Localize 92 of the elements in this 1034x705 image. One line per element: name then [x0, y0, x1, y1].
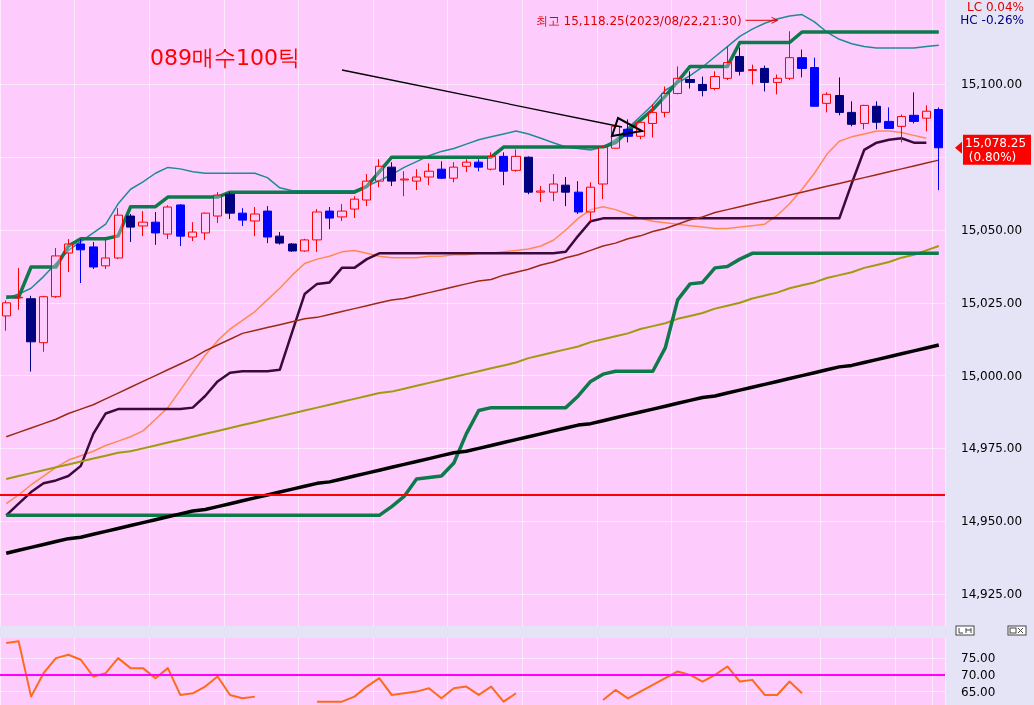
- candlestick: [922, 104, 931, 132]
- candlestick: [201, 212, 210, 241]
- candlestick: [76, 238, 85, 284]
- y-tick-label: 65.00: [961, 684, 996, 699]
- candlestick: [934, 106, 943, 191]
- candlestick: [835, 76, 844, 116]
- candlestick: [39, 295, 48, 353]
- text: HC -0.26%: [960, 13, 1024, 27]
- candlestick: [536, 185, 545, 203]
- candlestick: [238, 207, 247, 227]
- y-tick-label: 14,950.00: [961, 514, 1023, 529]
- candlestick: [549, 173, 558, 202]
- candlestick: [2, 299, 11, 332]
- candlestick: [26, 295, 36, 373]
- candlestick: [350, 195, 359, 219]
- candlestick: [909, 91, 919, 124]
- candlestick: [250, 206, 260, 237]
- candlestick: [860, 104, 869, 130]
- candlestick: [698, 76, 707, 97]
- candlestick: [673, 65, 682, 95]
- candlestick: [748, 64, 757, 85]
- candlestick: [14, 267, 23, 311]
- candlestick: [437, 160, 446, 180]
- candlestick: [151, 211, 160, 246]
- candlestick: [872, 100, 881, 130]
- candlestick: [822, 91, 831, 113]
- candlestick: [810, 57, 819, 107]
- candlestick: [114, 207, 123, 260]
- candlestick: [325, 206, 334, 230]
- candlestick: [524, 155, 533, 195]
- y-tick-label: 15,025.00: [961, 295, 1023, 310]
- candlestick: [462, 158, 471, 173]
- candlestick: [213, 191, 222, 224]
- candlestick: [685, 70, 695, 90]
- y-tick-label: 15,050.00: [961, 223, 1023, 238]
- candlestick: [275, 231, 284, 246]
- candlestick: [225, 191, 235, 220]
- candlestick: [449, 161, 458, 183]
- candlestick: [163, 204, 172, 240]
- candlestick: [288, 242, 297, 253]
- candlestick: [785, 30, 794, 81]
- y-tick-label: 14,925.00: [961, 586, 1023, 601]
- candlestick: [337, 203, 347, 222]
- annotation: 089매수100틱: [150, 44, 300, 70]
- line-series: [4, 343, 941, 555]
- candlestick: [884, 106, 894, 129]
- candlestick: [138, 210, 148, 237]
- candlestick: [561, 176, 570, 207]
- candlestick: [487, 151, 496, 171]
- candlestick: [188, 221, 197, 242]
- text: 15,078.25 (0.80%): [965, 135, 1027, 164]
- y-tick-label: 70.00: [961, 667, 996, 682]
- candlestick: [897, 113, 906, 143]
- candlestick: [412, 168, 421, 191]
- candlestick: [661, 85, 670, 118]
- candlestick: [511, 148, 521, 173]
- candlestick: [598, 145, 608, 200]
- candlestick: [723, 46, 732, 81]
- candlestick: [263, 205, 272, 244]
- candlestick: [474, 158, 483, 172]
- candlestick: [176, 203, 185, 247]
- candlestick: [64, 238, 73, 273]
- y-tick-label: 75.00: [961, 651, 996, 666]
- y-tick-label: 15,000.00: [961, 368, 1023, 383]
- y-tick-label: 15,100.00: [961, 77, 1023, 92]
- candlestick: [648, 103, 657, 138]
- candlestick: [126, 213, 135, 243]
- candlestick: [760, 65, 769, 92]
- candlestick: [797, 49, 807, 78]
- candlestick: [735, 46, 744, 76]
- candlestick: [362, 173, 371, 207]
- candlestick: [101, 236, 110, 270]
- candlestick: [499, 151, 508, 186]
- candlestick: [400, 170, 409, 197]
- candlestick: [586, 181, 595, 222]
- y-tick-label: 14,975.00: [961, 441, 1023, 456]
- candlestick: [375, 158, 384, 188]
- line-series: [5, 245, 940, 480]
- candlestick: [300, 238, 309, 253]
- text: LC 0.04%: [967, 0, 1024, 14]
- candlestick: [51, 247, 61, 299]
- line-series: [4, 251, 941, 518]
- annotation: 최고 15,118.25(2023/08/22,21:30): [535, 14, 742, 29]
- candlestick: [773, 74, 782, 95]
- candlestick: [424, 162, 434, 186]
- candlestick: [89, 241, 98, 270]
- line-series: [5, 159, 940, 438]
- candlestick: [574, 180, 583, 215]
- candlestick: [710, 70, 720, 91]
- candlestick: [312, 208, 322, 253]
- candlestick: [387, 161, 396, 187]
- candlestick: [847, 100, 856, 127]
